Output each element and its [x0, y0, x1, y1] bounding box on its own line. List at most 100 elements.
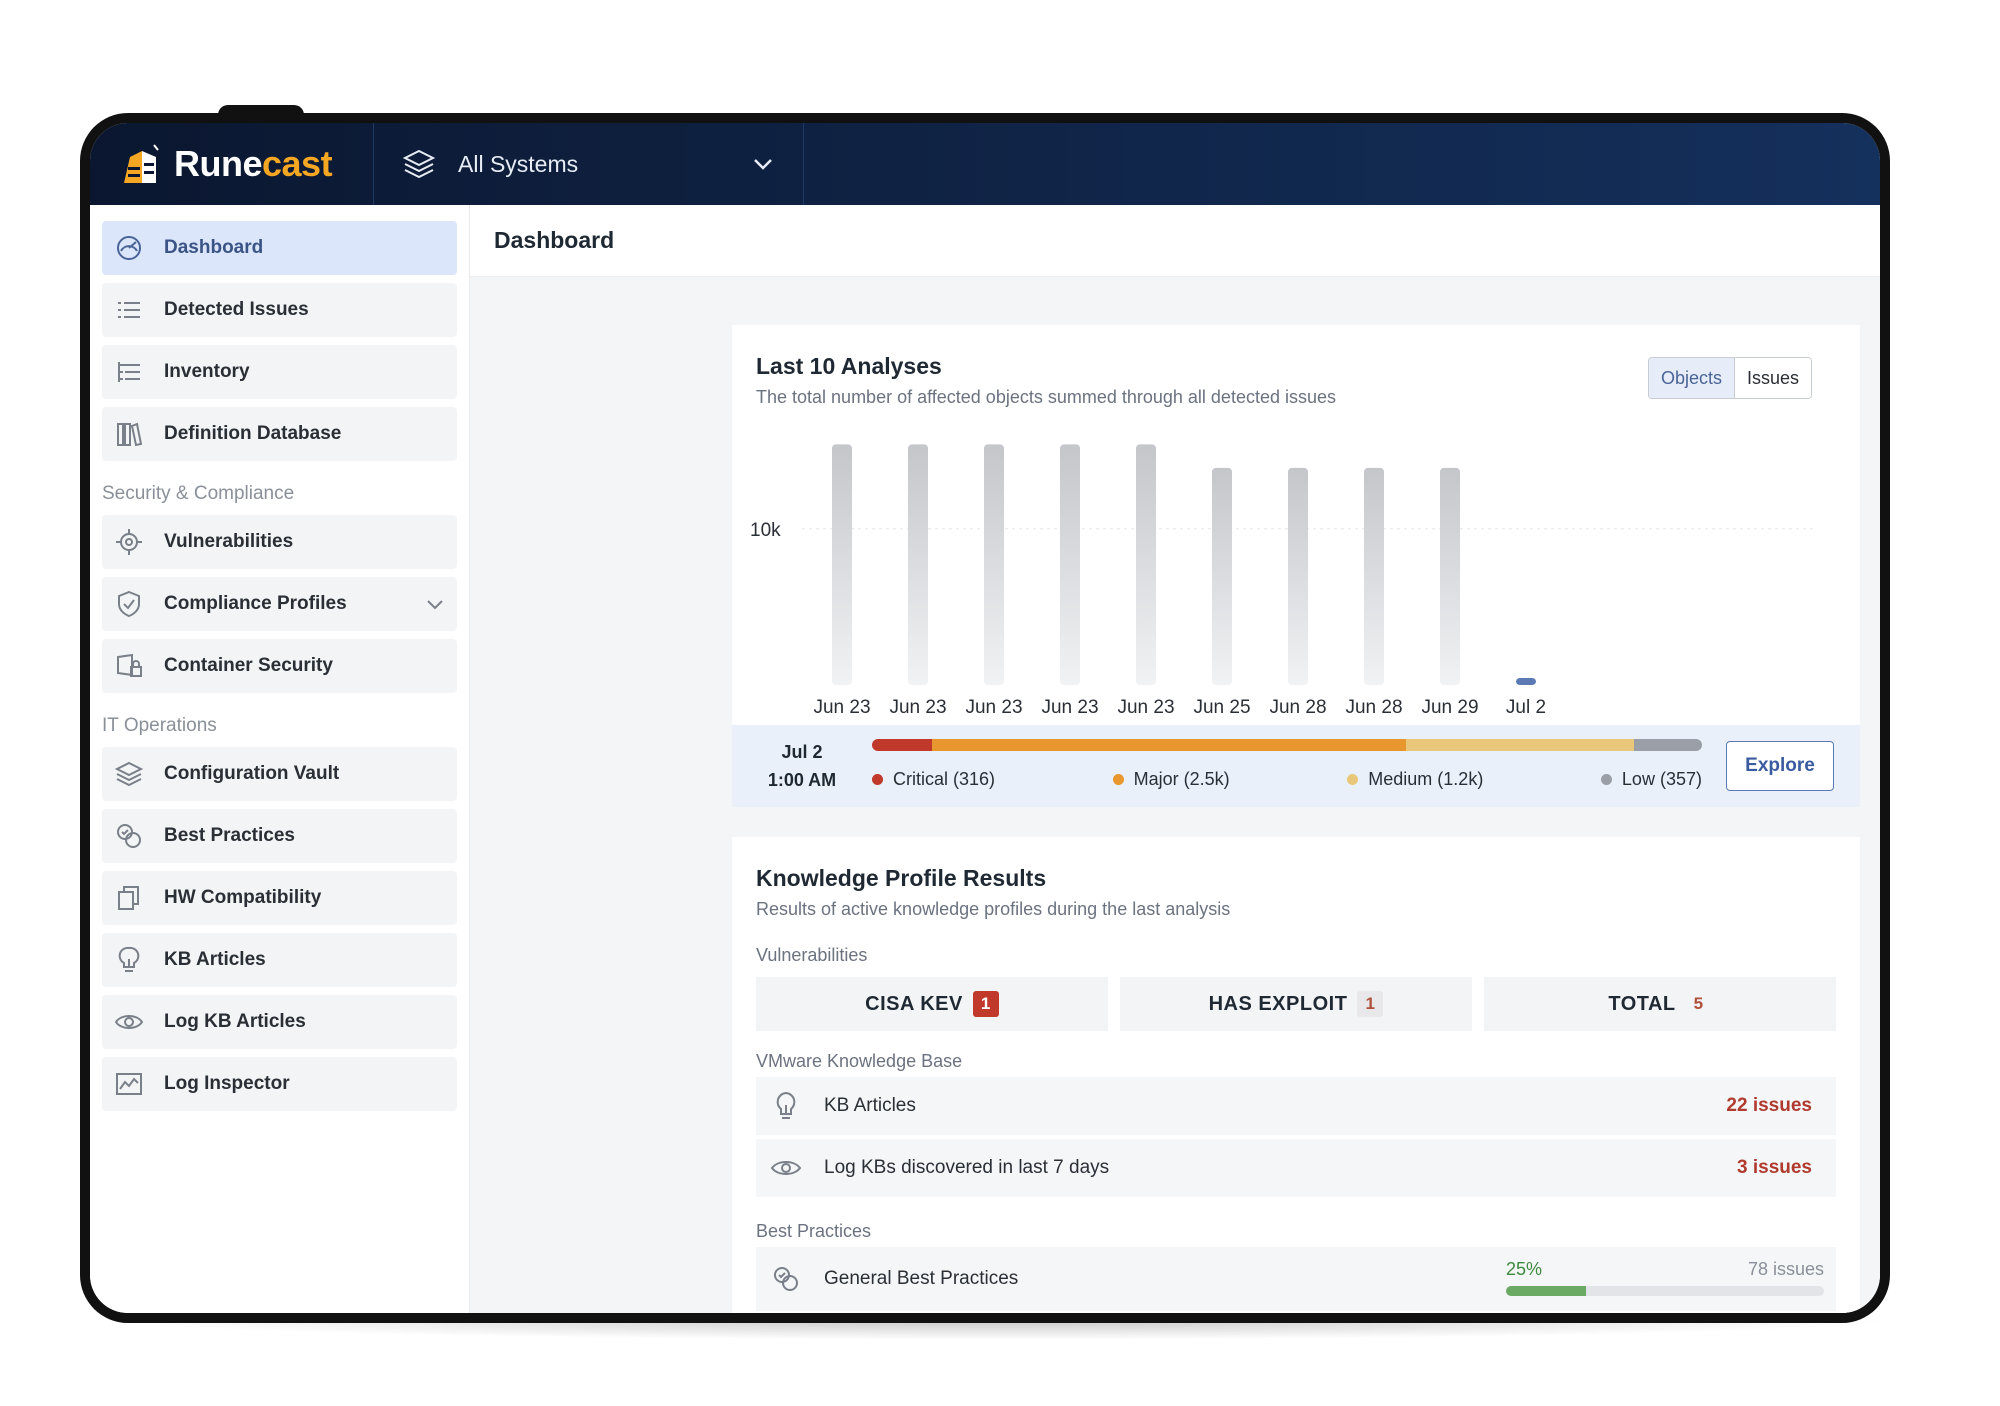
sidebar-item-kb-articles[interactable]: KB Articles	[102, 933, 457, 987]
total-box[interactable]: TOTAL 5	[1484, 977, 1836, 1031]
chart-bar[interactable]	[1212, 467, 1232, 685]
chart-bar[interactable]	[1516, 678, 1536, 685]
analysis-summary: Jul 2 1:00 AM Critical (316) Major (2.5k…	[732, 725, 1860, 807]
chart-bar[interactable]	[832, 444, 852, 685]
sidebar-item-label: KB Articles	[164, 949, 266, 970]
card-title: Knowledge Profile Results	[756, 865, 1047, 891]
summary-datetime: Jul 2 1:00 AM	[732, 738, 872, 794]
sidebar-item-definition-database[interactable]: Definition Database	[102, 407, 457, 461]
sidebar-item-label: HW Compatibility	[164, 887, 322, 908]
severity-segment-medium	[1406, 739, 1635, 751]
lightbulb-icon	[118, 946, 140, 972]
section-heading-it-operations: IT Operations	[102, 715, 217, 736]
chart-bar[interactable]	[1060, 444, 1080, 685]
x-tick-label: Jun 29	[1421, 697, 1478, 718]
sidebar-item-container-security[interactable]: Container Security	[102, 639, 457, 693]
sidebar-item-label: Compliance Profiles	[164, 593, 347, 614]
chart-bar[interactable]	[1136, 444, 1156, 685]
tree-list-icon	[118, 362, 140, 382]
x-tick-label: Jun 23	[965, 697, 1022, 718]
chart-bar[interactable]	[1440, 467, 1460, 685]
sidebar-item-log-inspector[interactable]: Log Inspector	[102, 1057, 457, 1111]
general-best-practices-name: General Best Practices	[824, 1268, 1019, 1289]
sidebar-item-hw-compatibility[interactable]: HW Compatibility	[102, 871, 457, 925]
vulnerabilities-label: Vulnerabilities	[756, 945, 868, 965]
chevron-down-icon[interactable]	[423, 592, 447, 616]
objects-issues-toggle: Objects Issues	[1647, 357, 1812, 399]
container-lock-icon	[117, 653, 142, 677]
last-analyses-card: Last 10 Analyses The total number of aff…	[732, 325, 1860, 807]
knowledge-profile-card: Knowledge Profile Results Results of act…	[732, 837, 1860, 1313]
cisa-kev-box[interactable]: CISA KEV 1	[756, 977, 1108, 1031]
sidebar-item-best-practices[interactable]: Best Practices	[102, 809, 457, 863]
eye-icon	[114, 1015, 144, 1029]
device-notch	[218, 105, 304, 119]
vmware-kb-label: VMware Knowledge Base	[756, 1051, 963, 1071]
books-icon	[117, 422, 143, 447]
summary-time: 1:00 AM	[767, 770, 837, 790]
app-screen: Runecast All Systems	[90, 123, 1880, 1313]
kb-articles-row[interactable]: KB Articles 22 issues	[756, 1077, 1836, 1135]
chart-bar[interactable]	[1288, 467, 1308, 685]
x-tick-label: Jun 23	[889, 697, 946, 718]
legend-medium[interactable]: Medium (1.2k)	[1347, 769, 1483, 790]
log-kbs-count[interactable]: 3 issues	[1737, 1157, 1812, 1178]
layers-icon	[402, 149, 436, 179]
section-heading-security: Security & Compliance	[102, 483, 295, 504]
card-title: Last 10 Analyses	[756, 353, 942, 379]
toggle-objects[interactable]: Objects	[1648, 358, 1735, 398]
log-kbs-row[interactable]: Log KBs discovered in last 7 days 3 issu…	[756, 1139, 1836, 1197]
general-best-practices-row[interactable]: General Best Practices 25% 78 issues	[756, 1247, 1836, 1311]
legend-critical-label: Critical (316)	[893, 769, 996, 789]
explore-button[interactable]: Explore	[1726, 741, 1834, 791]
sidebar-item-configuration-vault[interactable]: Configuration Vault	[102, 747, 457, 801]
lightbulb-icon	[776, 1091, 796, 1119]
best-practices-label: Best Practices	[756, 1221, 872, 1241]
kb-articles-count[interactable]: 22 issues	[1726, 1095, 1812, 1116]
sidebar-item-label: Dashboard	[164, 237, 264, 258]
sidebar: Dashboard Detected Issues Inventory Defi…	[90, 205, 470, 1313]
chart-bar[interactable]	[908, 444, 928, 685]
badges-icon	[117, 824, 141, 848]
legend-low-label: Low (357)	[1621, 769, 1702, 789]
sidebar-item-label: Detected Issues	[164, 299, 309, 320]
summary-date: Jul 2	[781, 742, 823, 762]
sidebar-item-label: Log KB Articles	[164, 1011, 306, 1032]
sidebar-item-dashboard[interactable]: Dashboard	[102, 221, 457, 275]
chart-bar[interactable]	[1364, 467, 1384, 685]
chart-bar[interactable]	[984, 444, 1004, 685]
major-dot	[1112, 774, 1124, 785]
legend-major[interactable]: Major (2.5k)	[1112, 769, 1230, 790]
best-practices-issues[interactable]: 78 issues	[1747, 1259, 1824, 1279]
total-count: 5	[1693, 994, 1704, 1013]
medium-dot	[1347, 774, 1359, 785]
severity-legend: Critical (316) Major (2.5k) Medium (1.2k…	[872, 769, 1702, 790]
legend-major-label: Major (2.5k)	[1133, 769, 1230, 789]
critical-dot	[872, 774, 883, 785]
runecast-logo[interactable]: Runecast	[90, 123, 374, 205]
sidebar-item-detected-issues[interactable]: Detected Issues	[102, 283, 457, 337]
dashboard-icon	[117, 236, 141, 260]
system-selector-label: All Systems	[458, 150, 579, 177]
total-label: TOTAL	[1608, 992, 1676, 1015]
severity-segment-low	[1634, 739, 1702, 751]
toggle-issues[interactable]: Issues	[1734, 358, 1811, 398]
sidebar-item-log-kb-articles[interactable]: Log KB Articles	[102, 995, 457, 1049]
shield-check-icon	[118, 590, 140, 618]
sidebar-item-inventory[interactable]: Inventory	[102, 345, 457, 399]
legend-medium-label: Medium (1.2k)	[1368, 769, 1484, 789]
sidebar-item-vulnerabilities[interactable]: Vulnerabilities	[102, 515, 457, 569]
legend-critical[interactable]: Critical (316)	[872, 769, 995, 790]
page-title: Dashboard	[494, 227, 615, 253]
x-tick-label: Jun 28	[1269, 697, 1326, 718]
sidebar-item-compliance-profiles[interactable]: Compliance Profiles	[102, 577, 457, 631]
severity-segment-critical	[872, 739, 932, 751]
x-tick-label: Jul 2	[1506, 697, 1546, 718]
target-icon	[116, 529, 142, 555]
x-tick-label: Jun 25	[1193, 697, 1250, 718]
copy-icon	[118, 886, 139, 910]
vulnerability-summary: CISA KEV 1 HAS EXPLOIT 1 TOTAL 5	[756, 977, 1836, 1031]
legend-low[interactable]: Low (357)	[1600, 769, 1702, 790]
has-exploit-box[interactable]: HAS EXPLOIT 1	[1120, 977, 1472, 1031]
system-selector[interactable]: All Systems	[374, 123, 804, 205]
